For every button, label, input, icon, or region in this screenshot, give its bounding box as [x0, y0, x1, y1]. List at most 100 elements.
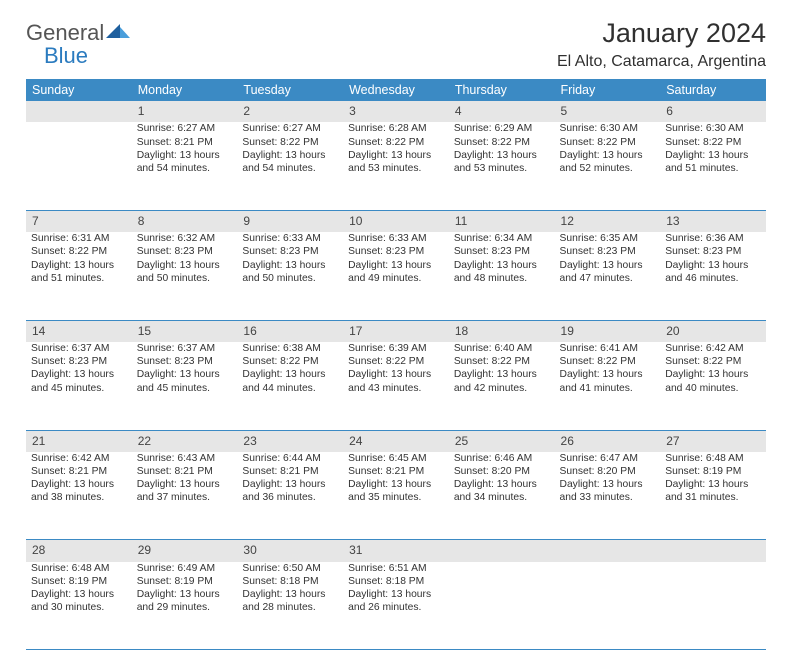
sunrise-line: Sunrise: 6:37 AM	[137, 342, 233, 355]
day-detail-row: Sunrise: 6:37 AMSunset: 8:23 PMDaylight:…	[26, 342, 766, 430]
sunset-line: Sunset: 8:20 PM	[454, 465, 550, 478]
sunrise-line: Sunrise: 6:45 AM	[348, 452, 444, 465]
sunrise-line: Sunrise: 6:44 AM	[242, 452, 338, 465]
weekday-header: Tuesday	[237, 79, 343, 101]
daylight-line: Daylight: 13 hours and 53 minutes.	[454, 149, 550, 175]
day-number-row: 123456	[26, 101, 766, 122]
weekday-header-row: Sunday Monday Tuesday Wednesday Thursday…	[26, 79, 766, 101]
daylight-line: Daylight: 13 hours and 51 minutes.	[31, 259, 127, 285]
day-cell: Sunrise: 6:40 AMSunset: 8:22 PMDaylight:…	[449, 342, 555, 430]
day-number-row: 14151617181920	[26, 320, 766, 342]
day-number: 3	[343, 101, 449, 122]
daylight-line: Daylight: 13 hours and 52 minutes.	[560, 149, 656, 175]
daylight-line: Daylight: 13 hours and 44 minutes.	[242, 368, 338, 394]
sunrise-line: Sunrise: 6:42 AM	[31, 452, 127, 465]
day-number: 27	[660, 430, 766, 452]
day-number: 28	[26, 540, 132, 562]
day-number: 31	[343, 540, 449, 562]
sunrise-line: Sunrise: 6:30 AM	[665, 122, 761, 135]
sunrise-line: Sunrise: 6:31 AM	[31, 232, 127, 245]
day-detail-row: Sunrise: 6:27 AMSunset: 8:21 PMDaylight:…	[26, 122, 766, 210]
sunrise-line: Sunrise: 6:30 AM	[560, 122, 656, 135]
sunset-line: Sunset: 8:23 PM	[665, 245, 761, 258]
day-number: 5	[555, 101, 661, 122]
sunrise-line: Sunrise: 6:51 AM	[348, 562, 444, 575]
day-cell: Sunrise: 6:41 AMSunset: 8:22 PMDaylight:…	[555, 342, 661, 430]
weekday-header: Wednesday	[343, 79, 449, 101]
logo-text-wrap: General Blue	[26, 22, 132, 68]
day-cell: Sunrise: 6:47 AMSunset: 8:20 PMDaylight:…	[555, 452, 661, 540]
sunset-line: Sunset: 8:22 PM	[665, 355, 761, 368]
day-number: 30	[237, 540, 343, 562]
daylight-line: Daylight: 13 hours and 37 minutes.	[137, 478, 233, 504]
sunrise-line: Sunrise: 6:38 AM	[242, 342, 338, 355]
day-cell: Sunrise: 6:35 AMSunset: 8:23 PMDaylight:…	[555, 232, 661, 320]
sunrise-line: Sunrise: 6:29 AM	[454, 122, 550, 135]
sunset-line: Sunset: 8:21 PM	[31, 465, 127, 478]
daylight-line: Daylight: 13 hours and 45 minutes.	[137, 368, 233, 394]
sunrise-line: Sunrise: 6:32 AM	[137, 232, 233, 245]
day-number-row: 28293031	[26, 540, 766, 562]
sunset-line: Sunset: 8:18 PM	[348, 575, 444, 588]
logo: General Blue	[26, 18, 132, 68]
day-cell: Sunrise: 6:44 AMSunset: 8:21 PMDaylight:…	[237, 452, 343, 540]
sunset-line: Sunset: 8:20 PM	[560, 465, 656, 478]
logo-text-1: General	[26, 20, 104, 45]
day-number-row: 21222324252627	[26, 430, 766, 452]
sunrise-line: Sunrise: 6:37 AM	[31, 342, 127, 355]
sunrise-line: Sunrise: 6:33 AM	[242, 232, 338, 245]
day-cell: Sunrise: 6:48 AMSunset: 8:19 PMDaylight:…	[26, 562, 132, 650]
day-number: 21	[26, 430, 132, 452]
header-right: January 2024 El Alto, Catamarca, Argenti…	[557, 18, 766, 71]
day-number: 13	[660, 210, 766, 232]
day-number: 8	[132, 210, 238, 232]
sunset-line: Sunset: 8:23 PM	[454, 245, 550, 258]
day-cell: Sunrise: 6:43 AMSunset: 8:21 PMDaylight:…	[132, 452, 238, 540]
daylight-line: Daylight: 13 hours and 50 minutes.	[242, 259, 338, 285]
day-cell: Sunrise: 6:28 AMSunset: 8:22 PMDaylight:…	[343, 122, 449, 210]
day-cell: Sunrise: 6:39 AMSunset: 8:22 PMDaylight:…	[343, 342, 449, 430]
day-cell: Sunrise: 6:30 AMSunset: 8:22 PMDaylight:…	[660, 122, 766, 210]
sunset-line: Sunset: 8:23 PM	[137, 355, 233, 368]
sunrise-line: Sunrise: 6:48 AM	[665, 452, 761, 465]
daylight-line: Daylight: 13 hours and 53 minutes.	[348, 149, 444, 175]
day-number: 10	[343, 210, 449, 232]
daylight-line: Daylight: 13 hours and 43 minutes.	[348, 368, 444, 394]
daylight-line: Daylight: 13 hours and 50 minutes.	[137, 259, 233, 285]
sunset-line: Sunset: 8:23 PM	[348, 245, 444, 258]
daylight-line: Daylight: 13 hours and 26 minutes.	[348, 588, 444, 614]
sunrise-line: Sunrise: 6:35 AM	[560, 232, 656, 245]
sunset-line: Sunset: 8:19 PM	[665, 465, 761, 478]
day-cell: Sunrise: 6:31 AMSunset: 8:22 PMDaylight:…	[26, 232, 132, 320]
sunrise-line: Sunrise: 6:33 AM	[348, 232, 444, 245]
sunset-line: Sunset: 8:22 PM	[348, 136, 444, 149]
day-cell: Sunrise: 6:27 AMSunset: 8:21 PMDaylight:…	[132, 122, 238, 210]
sunset-line: Sunset: 8:18 PM	[242, 575, 338, 588]
day-detail-row: Sunrise: 6:31 AMSunset: 8:22 PMDaylight:…	[26, 232, 766, 320]
weekday-header: Sunday	[26, 79, 132, 101]
daylight-line: Daylight: 13 hours and 51 minutes.	[665, 149, 761, 175]
day-cell: Sunrise: 6:46 AMSunset: 8:20 PMDaylight:…	[449, 452, 555, 540]
sunset-line: Sunset: 8:23 PM	[31, 355, 127, 368]
day-detail-row: Sunrise: 6:42 AMSunset: 8:21 PMDaylight:…	[26, 452, 766, 540]
daylight-line: Daylight: 13 hours and 46 minutes.	[665, 259, 761, 285]
sunset-line: Sunset: 8:22 PM	[665, 136, 761, 149]
day-number: 12	[555, 210, 661, 232]
calendar-body: 123456Sunrise: 6:27 AMSunset: 8:21 PMDay…	[26, 101, 766, 650]
sunset-line: Sunset: 8:22 PM	[242, 355, 338, 368]
day-number: 1	[132, 101, 238, 122]
day-cell: Sunrise: 6:32 AMSunset: 8:23 PMDaylight:…	[132, 232, 238, 320]
weekday-header: Thursday	[449, 79, 555, 101]
day-cell: Sunrise: 6:49 AMSunset: 8:19 PMDaylight:…	[132, 562, 238, 650]
sunset-line: Sunset: 8:23 PM	[137, 245, 233, 258]
daylight-line: Daylight: 13 hours and 36 minutes.	[242, 478, 338, 504]
day-cell: Sunrise: 6:42 AMSunset: 8:22 PMDaylight:…	[660, 342, 766, 430]
day-cell: Sunrise: 6:29 AMSunset: 8:22 PMDaylight:…	[449, 122, 555, 210]
sunset-line: Sunset: 8:21 PM	[242, 465, 338, 478]
day-number	[449, 540, 555, 562]
sunset-line: Sunset: 8:21 PM	[137, 465, 233, 478]
sunset-line: Sunset: 8:22 PM	[454, 355, 550, 368]
calendar-table: Sunday Monday Tuesday Wednesday Thursday…	[26, 79, 766, 650]
day-cell: Sunrise: 6:38 AMSunset: 8:22 PMDaylight:…	[237, 342, 343, 430]
sunrise-line: Sunrise: 6:27 AM	[137, 122, 233, 135]
